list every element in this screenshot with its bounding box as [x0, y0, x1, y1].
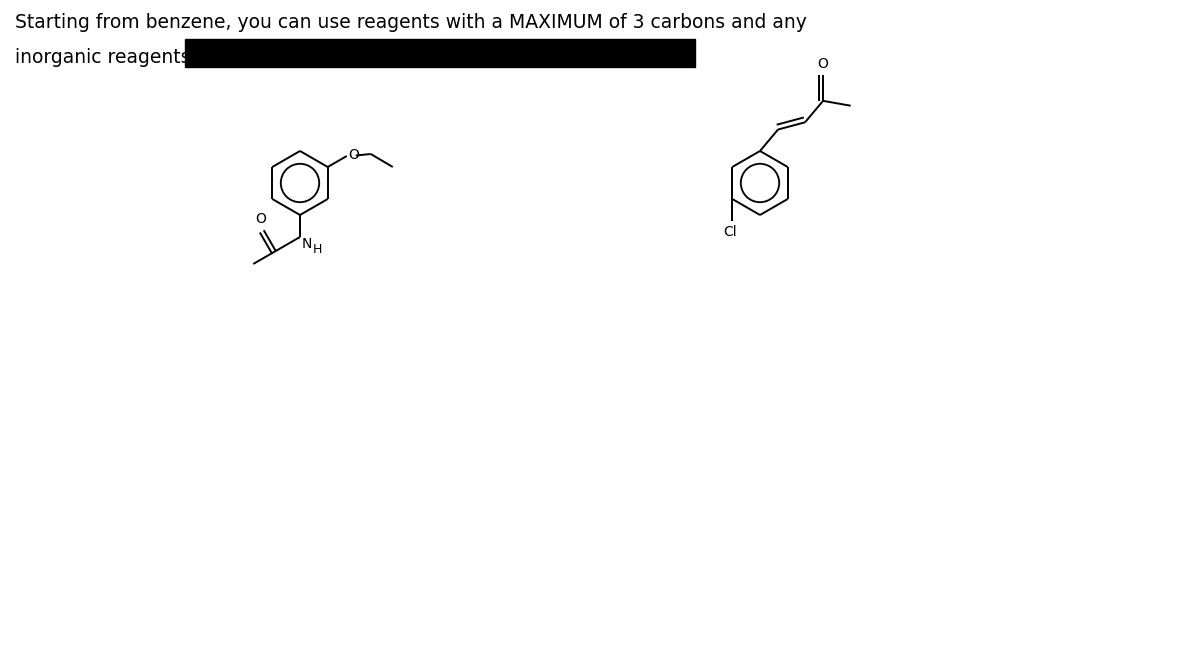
Text: Starting from benzene, you can use reagents with a MAXIMUM of 3 carbons and any: Starting from benzene, you can use reage… [14, 13, 806, 32]
FancyBboxPatch shape [185, 39, 695, 67]
Text: O: O [256, 212, 266, 226]
Text: O: O [817, 57, 828, 71]
Text: Cl: Cl [724, 225, 737, 239]
Text: H: H [313, 243, 323, 256]
Text: N: N [302, 238, 312, 251]
Text: inorganic reagents.: inorganic reagents. [14, 48, 197, 67]
Text: O: O [348, 148, 359, 162]
